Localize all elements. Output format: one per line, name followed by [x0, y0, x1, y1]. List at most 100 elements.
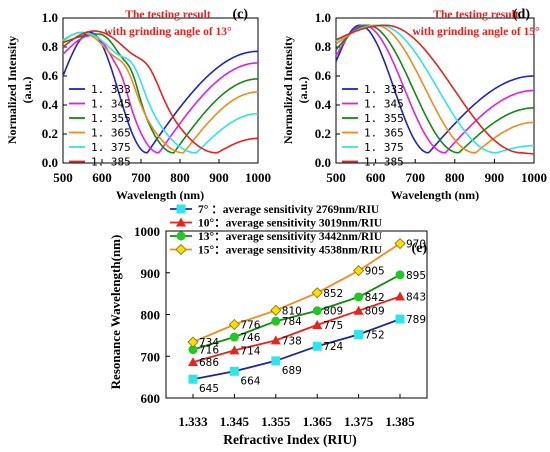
panel-e-data-label: 809: [365, 306, 385, 318]
panel-c-xtick-label: 700: [131, 170, 151, 185]
panel-e-data-point: [311, 287, 323, 299]
panel-e-data-label: 734: [199, 337, 219, 349]
panel-e-data-label: 843: [406, 292, 426, 304]
panel-e-legend-label: 10°：average sensitivity 3019nm/RIU: [198, 218, 383, 230]
panel-e-xtick-label: 1.365: [303, 414, 333, 429]
panel-c: 500 600 700 800 900 1000 0.0 0.2 0.4 0.6 0.8 1.0 1.…: [5, 7, 271, 202]
panel-d-ytick-label: 0.4: [315, 97, 332, 112]
panel-e-data-point: [187, 336, 199, 348]
panel-e-legend-marker: [176, 217, 186, 227]
panel-c-label: (c): [232, 7, 248, 22]
panel-e-ylabel: Resonance Wavelength(nm): [108, 235, 123, 390]
panel-e-data-point: [312, 319, 323, 329]
panel-e: 1.333 1.345 1.355 1.365 1.375 1.385 600 700 800 9…: [108, 204, 428, 447]
panel-c-spectrum-line: [62, 31, 258, 154]
panel-d-label: (d): [513, 7, 530, 22]
panel-e-data-point: [188, 357, 198, 367]
panel-c-ylabel-line1: Normalized Intensity: [5, 36, 19, 144]
panel-c-xlabel: Wavelength (nm): [116, 188, 204, 202]
panel-d-legend-label: 1. 333: [364, 83, 404, 96]
panel-d-legend-label: 1. 375: [364, 141, 404, 154]
panel-e-series-line: [192, 318, 401, 381]
panel-d-xtick-label: 600: [366, 170, 386, 185]
panel-c-spectrum-line: [62, 33, 258, 154]
panel-d-ytick-label: 0.2: [315, 126, 331, 141]
panel-e-data-label: 714: [240, 345, 260, 357]
panel-e-data-label: 746: [240, 332, 260, 344]
panel-e-data-label: 905: [365, 266, 385, 278]
panel-e-data-point: [312, 341, 322, 351]
panel-e-ticks: 1.333 1.345 1.355 1.365 1.375 1.385 600 700 800 9…: [134, 224, 415, 429]
panel-e-data-point: [354, 330, 364, 340]
panel-e-data-point: [353, 305, 364, 315]
panel-e-data-label: 686: [199, 357, 219, 369]
panel-c-spectrum-line: [62, 31, 259, 154]
panel-e-data-label: 776: [240, 320, 260, 332]
panel-c-xtick-label: 600: [92, 170, 112, 185]
panel-c-ytick-label: 1.0: [42, 10, 58, 25]
panel-e-xtick-label: 1.333: [178, 414, 208, 429]
panel-d-ytick-label: 0.0: [315, 155, 331, 170]
panel-e-data-point: [395, 291, 405, 301]
panel-c-legend-label: 1. 375: [91, 141, 131, 154]
panel-e-data-label: 852: [323, 288, 343, 300]
panel-d-xtick-label: 800: [445, 170, 465, 185]
panel-e-data-label: 970: [406, 239, 426, 251]
panel-e-xtick-label: 1.355: [261, 414, 291, 429]
panel-e-xtick-label: 1.375: [344, 414, 374, 429]
panel-e-ytick-label: 900: [141, 266, 161, 281]
panel-e-legend-marker: [175, 243, 187, 256]
panel-e-series: 6456646897247527896867147387758098437167…: [187, 237, 426, 395]
panel-d-annotation-line2: with grinding angle of 15°: [412, 26, 540, 38]
panel-e-data-label: 810: [282, 305, 302, 317]
panel-c-legend-label: 1. 345: [91, 98, 131, 111]
panel-e-xlabel: Refractive Index (RIU): [223, 432, 356, 447]
panel-c-xtick-label: 500: [53, 170, 73, 185]
panel-d-ylabel-line2: (a.u.): [296, 77, 310, 104]
panel-d-ytick-label: 0.6: [315, 68, 332, 83]
panel-e-data-point: [228, 318, 240, 331]
panel-c-legend-label: 1. 385: [91, 156, 131, 169]
panel-c-xtick-label: 1000: [245, 170, 271, 185]
panel-e-ytick-label: 600: [141, 391, 161, 406]
panel-e-data-point: [353, 265, 365, 277]
panel-e-data-label: 789: [406, 314, 426, 326]
panel-e-series-line: [192, 274, 401, 351]
panel-d-legend-label: 1. 345: [364, 98, 404, 111]
panel-c-ytick-label: 0.8: [42, 39, 59, 54]
panel-c-ylabel-line2: (a.u.): [20, 77, 34, 104]
panel-e-legend-label: 13°：average sensitivity 3442nm/RIU: [198, 231, 383, 243]
panel-e-data-label: 716: [199, 345, 219, 357]
panel-e-ytick-label: 1000: [134, 224, 160, 239]
panel-e-data-point: [229, 366, 239, 376]
panel-e-series-line: [192, 242, 401, 343]
panel-e-ytick-label: 800: [141, 308, 161, 323]
panel-e-data-point: [395, 314, 405, 324]
panel-e-data-label: 724: [323, 341, 343, 353]
panel-e-data-label: 809: [323, 306, 343, 318]
panel-e-xtick-label: 1.385: [385, 414, 415, 429]
panel-e-data-point: [312, 306, 322, 316]
panel-e-data-label: 784: [282, 316, 302, 328]
panel-c-spectrum-line: [62, 30, 259, 154]
panel-e-legend-label: 7° ：average sensitivity 2769nm/RIU: [198, 204, 380, 216]
panel-e-label: (e): [411, 241, 427, 256]
panel-c-ytick-label: 0.4: [42, 97, 59, 112]
panel-d-xtick-label: 700: [405, 170, 425, 185]
panel-e-data-point: [271, 356, 281, 366]
panel-c-frame: [62, 17, 259, 164]
panel-d-legend-label: 1. 355: [364, 112, 404, 125]
panel-e-data-point: [229, 345, 240, 355]
panel-c-ticks: 500 600 700 800 900 1000 0.0 0.2 0.4 0.6 0.8 1.0: [42, 10, 271, 185]
panel-e-data-label: 689: [282, 365, 302, 377]
panel-e-data-label: 738: [282, 335, 302, 347]
panel-e-legend-marker: [176, 204, 186, 214]
panel-e-data-point: [229, 332, 239, 342]
panel-e-data-label: 664: [240, 375, 260, 387]
panel-d-ytick-label: 1.0: [315, 10, 331, 25]
panel-d-ytick-label: 0.8: [315, 39, 332, 54]
panel-e-data-point: [270, 335, 281, 345]
panel-c-xtick-label: 900: [209, 170, 229, 185]
